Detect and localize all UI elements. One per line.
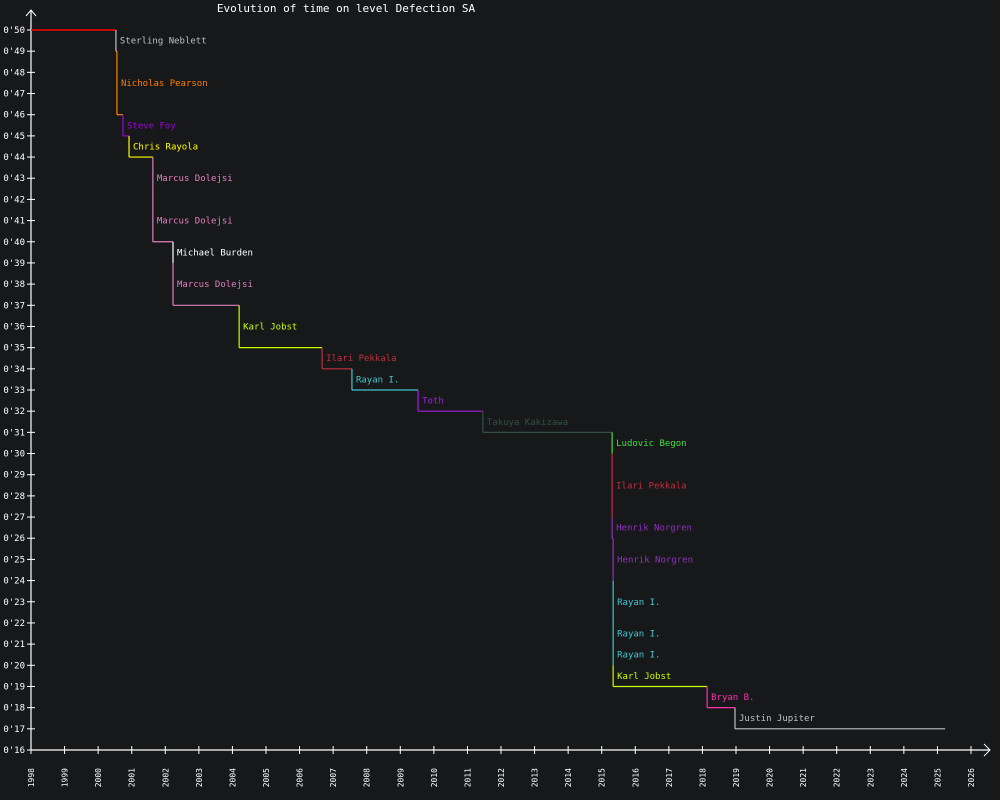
record-holder-label: Rayan I.	[617, 598, 660, 608]
y-tick-label: 0'30	[3, 450, 25, 460]
record-holder-label: Steve Foy	[127, 121, 176, 131]
record-holder-label: Marcus Dolejsi	[157, 174, 233, 184]
record-holder-label: Marcus Dolejsi	[157, 217, 233, 227]
x-tick-label: 2002	[161, 768, 170, 787]
y-tick-label: 0'25	[3, 555, 25, 565]
y-tick-label: 0'23	[3, 598, 25, 608]
x-tick-label: 2026	[967, 768, 976, 787]
x-tick-label: 2007	[329, 768, 338, 787]
x-tick-label: 1998	[27, 768, 36, 787]
y-tick-label: 0'24	[3, 577, 25, 587]
x-tick-label: 2015	[598, 768, 607, 787]
record-holder-label: Ilari Pekkala	[616, 481, 686, 491]
record-holder-label: Justin Jupiter	[739, 714, 815, 724]
y-tick-label: 0'20	[3, 661, 25, 671]
y-tick-label: 0'45	[3, 132, 25, 142]
record-holder-label: Rayan I.	[356, 375, 399, 385]
record-holder-label: Toth	[422, 397, 444, 407]
y-tick-label: 0'18	[3, 704, 25, 714]
axes: 0'16 0'17 0'18 0'19 0'20 0'21 0'22 0'23 0'24 0'25…	[3, 9, 991, 787]
x-tick-label: 2019	[732, 768, 741, 787]
record-holder-label: Takuya Kakizawa	[487, 418, 568, 428]
x-tick-label: 2023	[866, 768, 875, 787]
record-holder-label: Karl Jobst	[243, 322, 297, 332]
record-holder-label: Marcus Dolejsi	[177, 280, 253, 290]
y-tick-label: 0'19	[3, 682, 25, 692]
y-tick-label: 0'47	[3, 90, 25, 100]
y-tick-label: 0'22	[3, 619, 25, 629]
record-holder-label: Ludovic Begon	[616, 439, 686, 449]
y-tick-label: 0'39	[3, 259, 25, 269]
x-tick-label: 2009	[396, 768, 405, 787]
x-tick-label: 2018	[698, 768, 707, 787]
y-tick-label: 0'42	[3, 195, 25, 205]
chart-title: Evolution of time on level Defection SA	[217, 2, 476, 15]
y-tick-label: 0'29	[3, 471, 25, 481]
y-axis-arrow	[25, 9, 37, 17]
y-tick-label: 0'43	[3, 174, 25, 184]
y-tick-label: 0'27	[3, 513, 25, 523]
record-holder-label: Michael Burden	[177, 248, 253, 258]
y-tick-label: 0'28	[3, 492, 25, 502]
y-tick-label: 0'17	[3, 725, 25, 735]
x-tick-label: 2008	[363, 768, 372, 787]
x-tick-label: 2000	[94, 768, 103, 787]
x-tick-label: 2025	[933, 768, 942, 787]
y-tick-label: 0'50	[3, 26, 25, 36]
x-tick-label: 2003	[195, 768, 204, 787]
record-holder-label: Henrik Norgren	[616, 524, 692, 534]
y-tick-label: 0'48	[3, 68, 25, 78]
record-holder-label: Karl Jobst	[617, 672, 671, 682]
y-tick-label: 0'34	[3, 365, 25, 375]
y-tick-label: 0'21	[3, 640, 25, 650]
x-tick-label: 2017	[665, 768, 674, 787]
x-tick-label: 2014	[564, 768, 573, 787]
x-tick-label: 2020	[766, 768, 775, 787]
y-tick-label: 0'36	[3, 322, 25, 332]
x-tick-label: 2024	[900, 768, 909, 787]
y-tick-label: 0'41	[3, 217, 25, 227]
record-holder-label: Rayan I.	[617, 651, 660, 661]
record-holder-label: Rayan I.	[617, 630, 660, 640]
y-tick-label: 0'31	[3, 428, 25, 438]
y-tick-label: 0'40	[3, 238, 25, 248]
x-tick-label: 2011	[463, 768, 472, 787]
x-tick-label: 2022	[833, 768, 842, 787]
x-axis-arrow	[983, 743, 991, 757]
y-tick-label: 0'16	[3, 746, 25, 756]
y-tick-label: 0'33	[3, 386, 25, 396]
record-holder-label: Sterling Neblett	[120, 37, 207, 47]
y-tick-label: 0'46	[3, 111, 25, 121]
y-tick-label: 0'37	[3, 301, 25, 311]
y-tick-label: 0'49	[3, 47, 25, 57]
record-holder-label: Ilari Pekkala	[326, 354, 396, 364]
x-tick-label: 2006	[296, 768, 305, 787]
record-holder-label: Bryan B.	[711, 693, 754, 703]
x-tick-label: 2013	[531, 768, 540, 787]
x-tick-label: 2004	[228, 768, 237, 787]
x-tick-label: 2016	[631, 768, 640, 787]
record-holder-label: Chris Rayola	[133, 142, 198, 152]
y-tick-label: 0'44	[3, 153, 25, 163]
x-tick-label: 2021	[799, 768, 808, 787]
x-tick-label: 1999	[61, 768, 70, 787]
x-tick-label: 2001	[128, 768, 137, 787]
x-tick-label: 2005	[262, 768, 271, 787]
record-holder-label: Nicholas Pearson	[121, 79, 208, 89]
series: Sterling Neblett Nicholas Pearson Steve Fo…	[31, 29, 946, 730]
x-tick-label: 2012	[497, 768, 506, 787]
y-tick-label: 0'35	[3, 344, 25, 354]
x-tick-label: 2010	[430, 768, 439, 787]
record-holder-label: Henrik Norgren	[617, 555, 693, 565]
y-tick-label: 0'38	[3, 280, 25, 290]
y-tick-label: 0'32	[3, 407, 25, 417]
y-tick-label: 0'26	[3, 534, 25, 544]
